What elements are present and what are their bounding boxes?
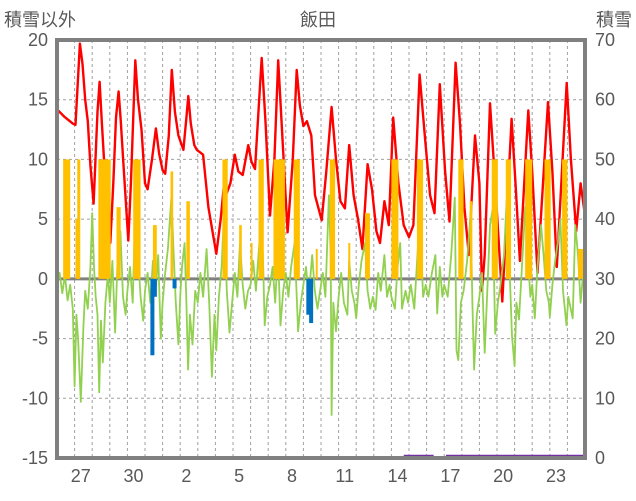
sunshine-orange-bars: [469, 201, 473, 279]
blue-down-bars: [152, 278, 157, 297]
x-axis-tick-label: 5: [234, 466, 244, 486]
sunshine-orange-bars: [416, 159, 424, 279]
sunshine-orange-bars: [315, 249, 318, 279]
right-axis-tick-label: 30: [595, 269, 615, 289]
right-axis-tick-label: 60: [595, 90, 615, 110]
blue-down-bars: [150, 278, 155, 356]
sunshine-orange-bars: [258, 159, 264, 279]
sunshine-orange-bars: [77, 159, 81, 279]
left-axis-title: 積雪以外: [4, 10, 76, 30]
left-axis-tick-label: 10: [28, 149, 48, 169]
sunshine-orange-bars: [250, 243, 253, 279]
right-axis-tick-label: 20: [595, 329, 615, 349]
sunshine-orange-bars: [133, 159, 141, 279]
x-axis-tick-label: 23: [546, 466, 566, 486]
right-axis-tick-label: 10: [595, 388, 615, 408]
sunshine-orange-bars: [239, 225, 242, 279]
sunshine-orange-bars: [273, 159, 285, 279]
sunshine-orange-bars: [75, 219, 78, 279]
left-axis-tick-label: 15: [28, 90, 48, 110]
sunshine-orange-bars: [562, 159, 568, 279]
plot-border: [55, 38, 587, 460]
sunshine-orange-bars: [365, 213, 370, 279]
sunshine-orange-bars: [293, 159, 300, 279]
blue-down-bars: [306, 278, 311, 315]
sunshine-orange-bars: [116, 207, 121, 279]
sunshine-orange-bars: [505, 159, 512, 279]
blue-down-bars: [309, 278, 314, 324]
right-axis-title: 積雪: [596, 10, 632, 30]
right-axis-tick-label: 50: [595, 149, 615, 169]
left-axis-tick-label: -5: [32, 329, 48, 349]
sunshine-orange-bars: [63, 159, 71, 279]
x-axis-tick-label: 27: [71, 466, 91, 486]
temperature-red-line: [56, 42, 587, 303]
sunshine-orange-bars: [329, 159, 336, 279]
x-axis-tick-label: 20: [493, 466, 513, 486]
sunshine-orange-bars: [152, 225, 157, 279]
left-axis-tick-label: -10: [22, 388, 48, 408]
sunshine-orange-bars: [391, 159, 399, 279]
x-axis-tick-label: 11: [335, 466, 354, 486]
x-axis-tick-label: 14: [388, 466, 408, 486]
left-axis-tick-label: 0: [38, 269, 48, 289]
left-axis-tick-label: -15: [22, 448, 48, 468]
sunshine-orange-bars: [98, 159, 111, 279]
sunshine-orange-bars: [491, 159, 498, 279]
sunshine-orange-bars: [458, 159, 464, 279]
sunshine-orange-bars: [348, 243, 351, 279]
right-axis-tick-label: 40: [595, 209, 615, 229]
sunshine-orange-bars: [544, 159, 551, 279]
sunshine-orange-bars: [525, 159, 533, 279]
blue-down-bars: [172, 278, 177, 289]
sunshine-orange-bars: [186, 201, 190, 279]
sunshine-orange-bars: [222, 159, 228, 279]
left-axis-tick-label: 5: [38, 209, 48, 229]
left-axis-tick-label: 20: [28, 30, 48, 50]
sunshine-orange-bars: [170, 171, 174, 279]
x-axis-tick-label: 2: [181, 466, 191, 486]
right-axis-tick-label: 0: [595, 448, 605, 468]
x-axis-tick-label: 30: [124, 466, 144, 486]
x-axis-tick-label: 8: [287, 466, 297, 486]
x-axis-tick-label: 17: [440, 466, 460, 486]
page-title: 飯田: [300, 10, 336, 30]
sunshine-orange-bars: [577, 249, 584, 279]
right-axis-tick-label: 70: [595, 30, 615, 50]
